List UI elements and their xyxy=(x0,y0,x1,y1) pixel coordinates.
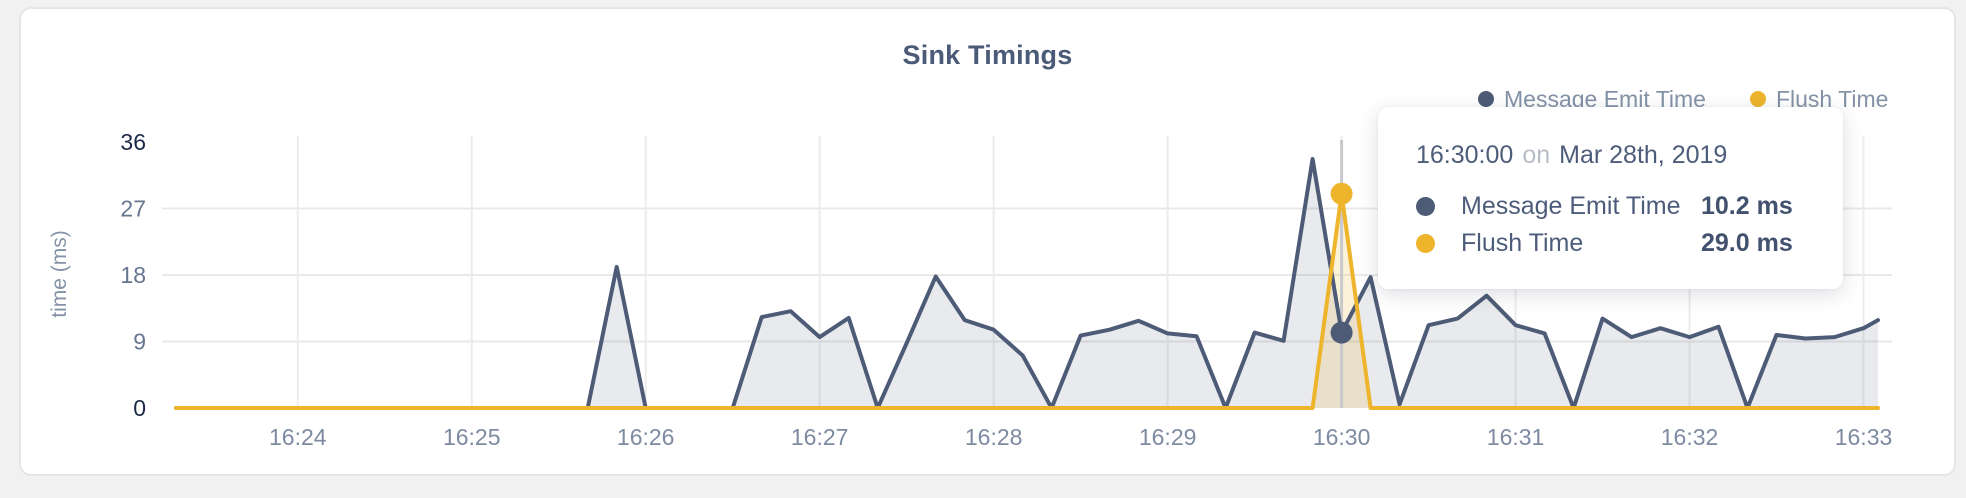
y-tick-label: 36 xyxy=(120,129,146,155)
x-tick-label: 16:27 xyxy=(791,424,849,450)
series-dot-flush-time xyxy=(1416,234,1435,253)
tooltip-time: 16:30:00 xyxy=(1416,141,1514,169)
tooltip-series-label: Flush Time xyxy=(1461,229,1584,257)
legend-dot-message-emit-time xyxy=(1478,91,1494,107)
tooltip-date: Mar 28th, 2019 xyxy=(1559,141,1728,169)
legend-dot-flush-time xyxy=(1749,91,1766,107)
x-tick-label: 16:29 xyxy=(1139,424,1197,450)
tooltip-on-word: on xyxy=(1522,141,1551,169)
series-dot-message-emit-time xyxy=(1416,197,1435,216)
x-tick-label: 16:33 xyxy=(1835,424,1893,450)
highlight-dot-1 xyxy=(1330,182,1353,205)
y-tick-label: 27 xyxy=(120,196,146,222)
tooltip-series-label: Message Emit Time xyxy=(1461,192,1681,220)
y-tick-label: 0 xyxy=(133,395,146,421)
x-tick-label: 16:30 xyxy=(1313,424,1371,450)
x-tick-label: 16:25 xyxy=(443,424,501,450)
x-tick-label: 16:24 xyxy=(269,424,327,450)
y-tick-label: 18 xyxy=(120,262,146,288)
x-tick-label: 16:31 xyxy=(1487,424,1545,450)
tooltip-header: 16:30:00 on Mar 28th, 2019 xyxy=(1416,141,1803,170)
x-tick-label: 16:26 xyxy=(617,424,675,450)
y-tick-label: 9 xyxy=(133,329,146,355)
chart-tooltip: 16:30:00 on Mar 28th, 2019 Message Emit Ti… xyxy=(1378,107,1843,289)
tooltip-series-value: 10.2 ms xyxy=(1701,192,1793,220)
tooltip-row-flush-time: Flush Time 29.0 ms xyxy=(1416,225,1803,262)
x-tick-label: 16:32 xyxy=(1661,424,1719,450)
x-tick-label: 16:28 xyxy=(965,424,1023,450)
highlight-dot-0 xyxy=(1330,321,1353,344)
tooltip-row-message-emit-time: Message Emit Time 10.2 ms xyxy=(1416,188,1803,225)
tooltip-series-value: 29.0 ms xyxy=(1701,229,1793,257)
chart-title: Sink Timings xyxy=(902,40,1073,70)
